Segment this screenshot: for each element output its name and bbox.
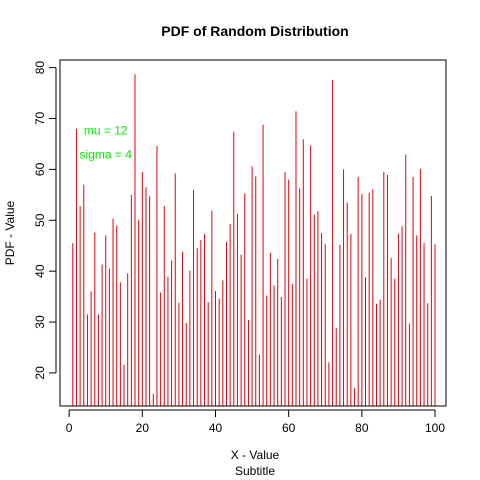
bar-series (72, 74, 436, 406)
x-axis: 0 20 40 60 80 100 (66, 409, 445, 435)
x-axis-label: X - Value (231, 448, 280, 462)
x-tick-label-0: 0 (66, 421, 73, 435)
y-tick-label-30: 30 (33, 315, 47, 329)
chart-subtitle: Subtitle (235, 464, 275, 478)
y-axis-label: PDF - Value (3, 200, 17, 265)
annotations: mu = 12 sigma = 4 (80, 124, 133, 162)
y-tick-label-40: 40 (33, 264, 47, 278)
y-tick-label-50: 50 (33, 213, 47, 227)
annotation-1: sigma = 4 (80, 148, 133, 162)
x-tick-label-60: 60 (282, 421, 296, 435)
y-tick-label-60: 60 (33, 162, 47, 176)
plot-frame (59, 59, 447, 407)
x-tick-label-80: 80 (355, 421, 369, 435)
y-axis: 20 30 40 50 60 70 80 (33, 61, 57, 380)
chart-title: PDF of Random Distribution (161, 23, 348, 39)
x-tick-label-40: 40 (209, 421, 223, 435)
y-tick-label-80: 80 (33, 61, 47, 75)
y-tick-label-20: 20 (33, 366, 47, 380)
y-tick-label-70: 70 (33, 112, 47, 126)
x-tick-label-20: 20 (136, 421, 150, 435)
annotation-0: mu = 12 (84, 124, 128, 138)
x-tick-label-100: 100 (425, 421, 445, 435)
